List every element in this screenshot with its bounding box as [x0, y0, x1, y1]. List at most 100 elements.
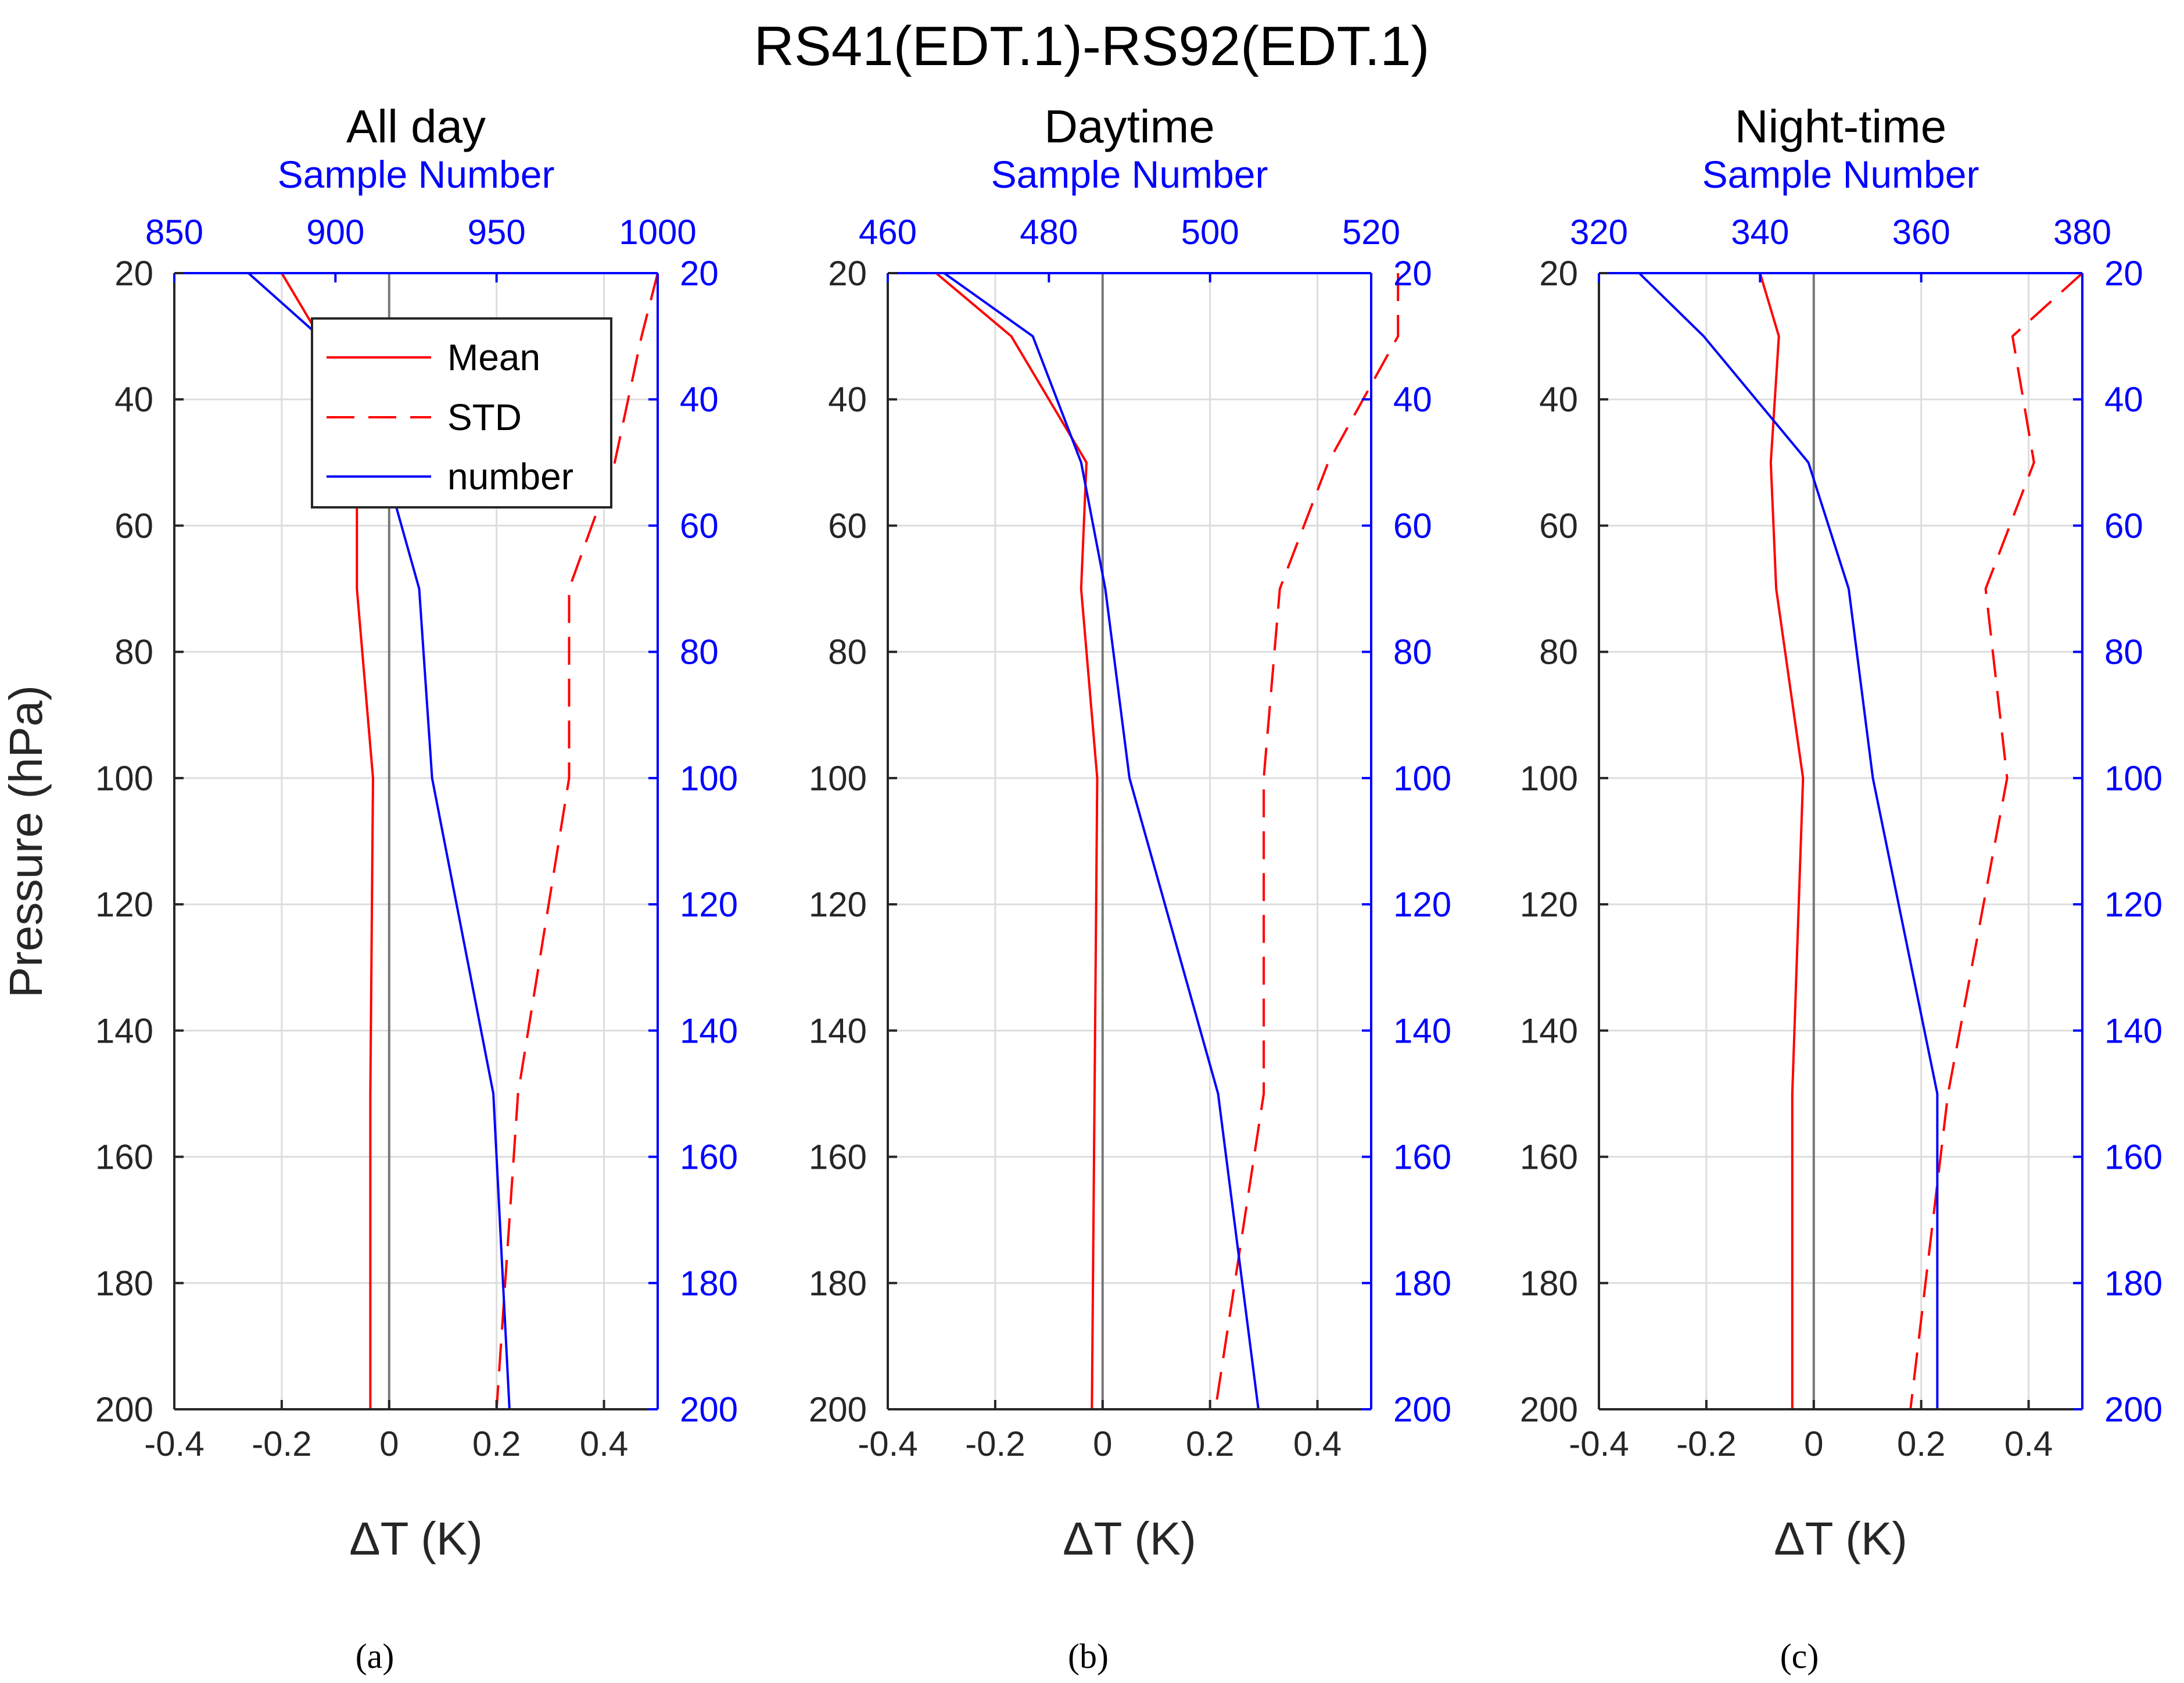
series-std-line: [495, 273, 659, 1410]
legend-label-mean: Mean: [447, 336, 540, 378]
left-tick-label: 180: [809, 1264, 867, 1303]
right-tick-label: 80: [680, 633, 719, 672]
left-tick-label: 40: [1539, 380, 1578, 419]
top-tick-label: 950: [468, 213, 526, 252]
left-tick-label: 80: [114, 633, 153, 672]
left-tick-label: 160: [809, 1138, 867, 1177]
series-std-line: [1214, 273, 1400, 1410]
top-axis-label: Sample Number: [278, 153, 555, 196]
left-tick-label: 160: [1520, 1138, 1578, 1177]
top-tick-label: 520: [1342, 213, 1400, 252]
right-tick-label: 20: [1393, 254, 1432, 293]
right-tick-label: 60: [2104, 506, 2143, 545]
series-std-line: [1909, 272, 2083, 1410]
series-number-line: [943, 272, 1260, 1410]
top-tick-label: 380: [2053, 213, 2111, 252]
bottom-tick-label: -0.2: [252, 1424, 311, 1463]
legend: Mean STD number: [311, 317, 612, 509]
left-tick-label: 40: [114, 380, 153, 419]
right-tick-label: 120: [2104, 885, 2163, 924]
bottom-tick-label: 0.4: [2004, 1424, 2053, 1463]
left-tick-label: 60: [1539, 506, 1578, 545]
left-tick-label: 60: [828, 506, 867, 545]
left-tick-label: 200: [809, 1390, 867, 1429]
right-tick-label: 140: [680, 1011, 738, 1050]
top-axis-label: Sample Number: [991, 153, 1268, 196]
right-tick-label: 120: [1393, 885, 1451, 924]
series-number-line: [1638, 272, 1939, 1409]
plot-area: [1599, 273, 2082, 1409]
right-tick-label: 100: [1393, 759, 1451, 798]
legend-label-std: STD: [447, 396, 522, 438]
left-tick-label: 60: [114, 506, 153, 545]
bottom-tick-label: 0.4: [580, 1424, 628, 1463]
figure-title: RS41(EDT.1)-RS92(EDT.1): [754, 15, 1430, 77]
bottom-tick-label: 0: [1804, 1424, 1823, 1463]
left-tick-label: 20: [1539, 254, 1578, 293]
bottom-tick-label: 0: [1093, 1424, 1112, 1463]
right-tick-label: 200: [680, 1390, 738, 1429]
series-mean-line: [1759, 273, 1805, 1409]
left-tick-label: 140: [95, 1011, 153, 1050]
top-axis-label: Sample Number: [1702, 153, 1979, 196]
left-tick-label: 180: [1520, 1264, 1578, 1303]
left-tick-label: 80: [1539, 633, 1578, 672]
left-tick-label: 100: [809, 759, 867, 798]
bottom-tick-label: 0.2: [1897, 1424, 1945, 1463]
top-tick-label: 1000: [619, 213, 696, 252]
bottom-tick-label: 0.2: [472, 1424, 521, 1463]
panel-caption: (c): [1780, 1637, 1819, 1675]
right-tick-label: 160: [2104, 1138, 2163, 1177]
top-tick-label: 460: [859, 213, 917, 252]
series-mean-line: [935, 272, 1099, 1410]
right-tick-label: 140: [1393, 1011, 1451, 1050]
plot-area: [888, 273, 1371, 1409]
right-tick-label: 180: [680, 1264, 738, 1303]
panel-title: Daytime: [1044, 101, 1214, 152]
left-tick-label: 100: [95, 759, 153, 798]
bottom-tick-label: -0.4: [144, 1424, 204, 1463]
bottom-tick-label: 0.2: [1186, 1424, 1234, 1463]
left-tick-label: 20: [828, 254, 867, 293]
right-tick-label: 160: [1393, 1138, 1451, 1177]
bottom-tick-label: 0.4: [1293, 1424, 1342, 1463]
left-tick-label: 200: [1520, 1390, 1578, 1429]
bottom-tick-label: -0.4: [1569, 1424, 1629, 1463]
right-tick-label: 200: [1393, 1390, 1451, 1429]
right-tick-label: 140: [2104, 1011, 2163, 1050]
panel-title: Night-time: [1735, 101, 1947, 152]
right-tick-label: 40: [1393, 380, 1432, 419]
panel-title: All day: [346, 101, 486, 152]
panel-caption: (b): [1068, 1637, 1109, 1675]
right-tick-label: 180: [1393, 1264, 1451, 1303]
top-tick-label: 900: [306, 213, 364, 252]
left-tick-label: 140: [1520, 1011, 1578, 1050]
right-tick-label: 80: [2104, 633, 2143, 672]
left-tick-label: 120: [1520, 885, 1578, 924]
left-tick-label: 120: [95, 885, 153, 924]
panel-caption: (a): [356, 1637, 395, 1675]
right-tick-label: 100: [680, 759, 738, 798]
right-tick-label: 120: [680, 885, 738, 924]
top-tick-label: 500: [1181, 213, 1239, 252]
top-tick-label: 850: [145, 213, 203, 252]
top-tick-label: 360: [1892, 213, 1950, 252]
left-tick-label: 180: [95, 1264, 153, 1303]
right-tick-label: 40: [2104, 380, 2143, 419]
right-tick-label: 180: [2104, 1264, 2163, 1303]
bottom-tick-label: -0.2: [1676, 1424, 1736, 1463]
right-tick-label: 20: [2104, 254, 2143, 293]
left-tick-label: 80: [828, 633, 867, 672]
left-tick-label: 20: [114, 254, 153, 293]
right-tick-label: 40: [680, 380, 719, 419]
x-axis-label: ΔT (K): [349, 1513, 483, 1564]
right-tick-label: 100: [2104, 759, 2163, 798]
left-tick-label: 40: [828, 380, 867, 419]
right-tick-label: 80: [1393, 633, 1432, 672]
right-tick-label: 200: [2104, 1390, 2163, 1429]
x-axis-label: ΔT (K): [1774, 1513, 1907, 1564]
left-tick-label: 200: [95, 1390, 153, 1429]
right-tick-label: 160: [680, 1138, 738, 1177]
